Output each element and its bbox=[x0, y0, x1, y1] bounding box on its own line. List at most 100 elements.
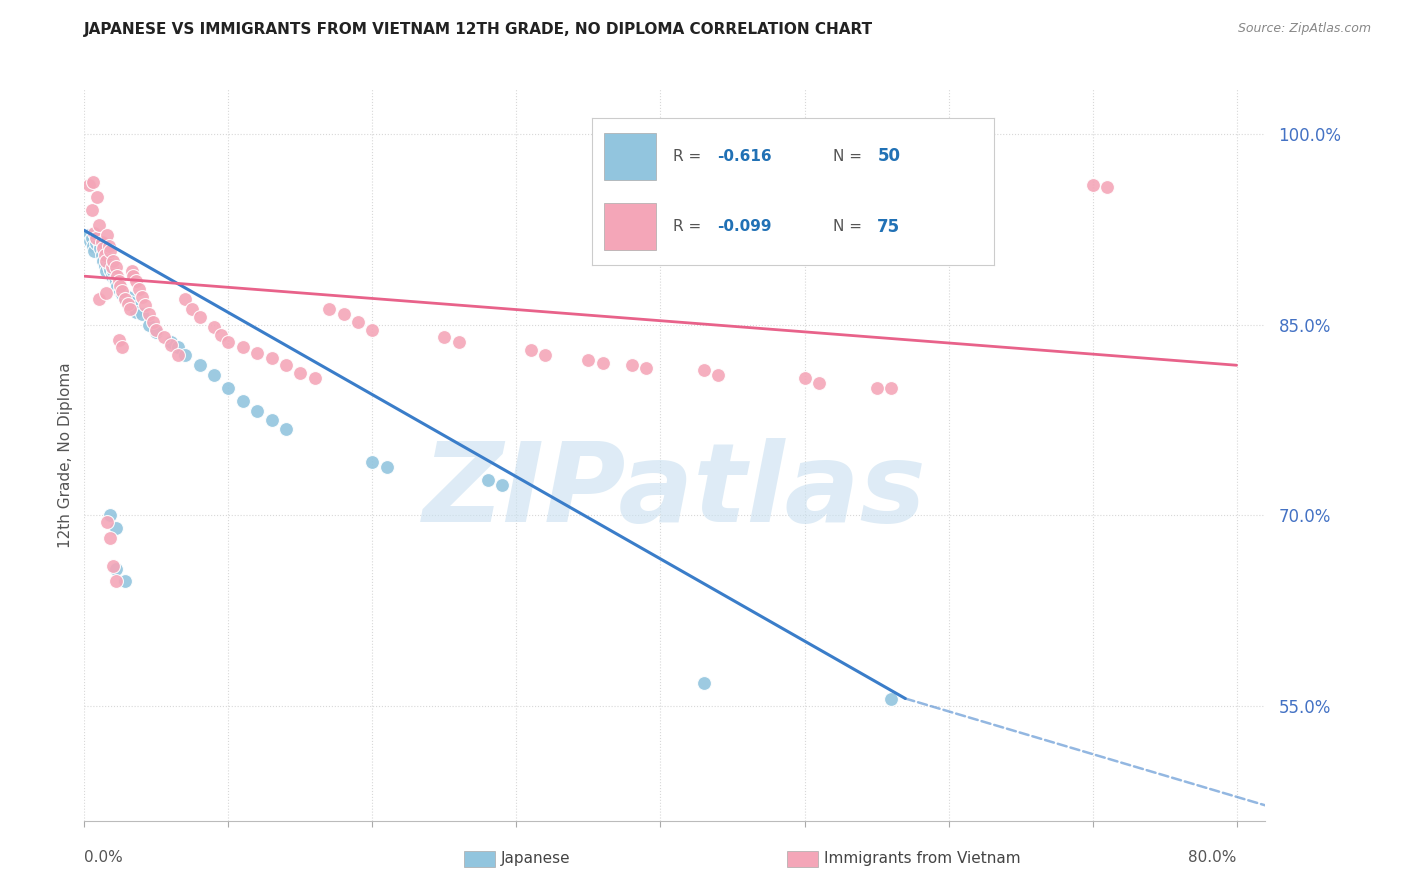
Point bbox=[117, 297, 139, 311]
Point bbox=[108, 274, 131, 288]
Point bbox=[93, 247, 115, 261]
Point bbox=[880, 691, 903, 706]
Point bbox=[202, 320, 225, 334]
Point bbox=[91, 241, 114, 255]
Point bbox=[592, 356, 614, 370]
Point bbox=[114, 574, 136, 589]
Point bbox=[361, 455, 384, 469]
Point bbox=[125, 305, 148, 319]
Point bbox=[111, 287, 134, 301]
Point bbox=[105, 574, 128, 589]
Point bbox=[94, 254, 117, 268]
Point bbox=[128, 282, 150, 296]
Point bbox=[534, 348, 557, 362]
Point bbox=[96, 228, 118, 243]
Point bbox=[98, 263, 121, 277]
Point bbox=[620, 358, 643, 372]
Point bbox=[167, 348, 190, 362]
Point bbox=[94, 264, 117, 278]
Point bbox=[105, 521, 128, 535]
Point bbox=[174, 292, 197, 306]
Point bbox=[347, 315, 370, 329]
Point bbox=[91, 254, 114, 268]
Point bbox=[110, 285, 132, 299]
Point bbox=[97, 238, 120, 252]
Point bbox=[807, 376, 830, 390]
Point bbox=[217, 381, 239, 395]
Point bbox=[152, 330, 174, 344]
Point bbox=[86, 190, 108, 204]
Point bbox=[117, 289, 139, 303]
Point bbox=[101, 559, 124, 574]
Point bbox=[98, 508, 121, 523]
Point bbox=[138, 318, 160, 332]
Point bbox=[246, 404, 269, 418]
Point bbox=[111, 340, 134, 354]
Point bbox=[304, 371, 326, 385]
Point bbox=[433, 330, 456, 344]
Point bbox=[209, 327, 232, 342]
Point bbox=[188, 310, 211, 324]
Point bbox=[865, 381, 887, 395]
Point bbox=[121, 264, 143, 278]
Point bbox=[110, 279, 132, 293]
Point bbox=[87, 292, 110, 306]
Text: Source: ZipAtlas.com: Source: ZipAtlas.com bbox=[1237, 22, 1371, 36]
Point bbox=[101, 264, 124, 278]
Point bbox=[98, 531, 121, 545]
Text: Immigrants from Vietnam: Immigrants from Vietnam bbox=[824, 852, 1021, 866]
Point bbox=[202, 368, 225, 383]
Point bbox=[636, 360, 658, 375]
Point bbox=[120, 294, 142, 309]
Point bbox=[232, 393, 254, 408]
Point bbox=[90, 235, 112, 249]
Point bbox=[332, 307, 354, 321]
Point bbox=[274, 422, 297, 436]
Point bbox=[105, 260, 128, 275]
Point bbox=[80, 202, 103, 217]
Point bbox=[105, 274, 128, 288]
Y-axis label: 12th Grade, No Diploma: 12th Grade, No Diploma bbox=[58, 362, 73, 548]
Point bbox=[142, 315, 165, 329]
Point bbox=[793, 371, 815, 385]
Point bbox=[89, 241, 111, 255]
Point bbox=[94, 285, 117, 300]
Point bbox=[120, 302, 142, 317]
Point bbox=[217, 335, 239, 350]
Point bbox=[692, 363, 714, 377]
Point bbox=[318, 302, 340, 317]
Point bbox=[77, 178, 100, 192]
Point bbox=[477, 473, 499, 487]
Point bbox=[447, 335, 470, 350]
Point bbox=[98, 244, 121, 258]
Point bbox=[80, 231, 103, 245]
Point bbox=[578, 353, 600, 368]
Point bbox=[93, 259, 115, 273]
Point bbox=[188, 358, 211, 372]
Point bbox=[145, 325, 167, 339]
Point bbox=[83, 244, 105, 258]
Text: ZIPatlas: ZIPatlas bbox=[423, 438, 927, 545]
Text: JAPANESE VS IMMIGRANTS FROM VIETNAM 12TH GRADE, NO DIPLOMA CORRELATION CHART: JAPANESE VS IMMIGRANTS FROM VIETNAM 12TH… bbox=[84, 22, 873, 37]
Point bbox=[232, 340, 254, 354]
Point bbox=[100, 269, 122, 284]
Point bbox=[260, 413, 283, 427]
Point bbox=[134, 298, 156, 312]
Point bbox=[96, 252, 118, 266]
Point bbox=[87, 235, 110, 249]
Point bbox=[97, 260, 120, 275]
Point bbox=[84, 231, 107, 245]
Point bbox=[692, 676, 714, 690]
Point bbox=[125, 274, 148, 288]
Point bbox=[1081, 178, 1104, 192]
Point bbox=[491, 478, 513, 492]
Point bbox=[167, 340, 190, 354]
Point bbox=[100, 260, 122, 275]
Point bbox=[138, 307, 160, 321]
Point bbox=[82, 175, 104, 189]
Point bbox=[707, 368, 730, 383]
Point bbox=[90, 247, 112, 261]
Point bbox=[107, 279, 129, 293]
Point bbox=[79, 234, 101, 248]
Point bbox=[131, 289, 153, 303]
